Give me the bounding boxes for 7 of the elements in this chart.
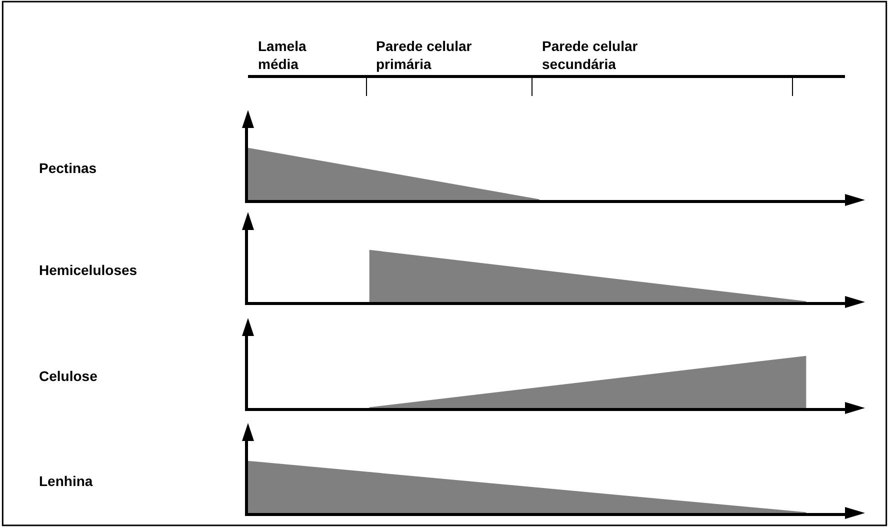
text: Parede celular primária [376,38,472,72]
text: Lamela média [258,38,306,72]
text: Parede celular secundária [542,38,638,72]
y-axis-title: Celulose [39,368,98,384]
y-axis-title: Pectinas [39,160,97,176]
y-axis-title: Lenhina [39,473,93,489]
y-axis-title: Hemiceluloses [39,262,138,278]
